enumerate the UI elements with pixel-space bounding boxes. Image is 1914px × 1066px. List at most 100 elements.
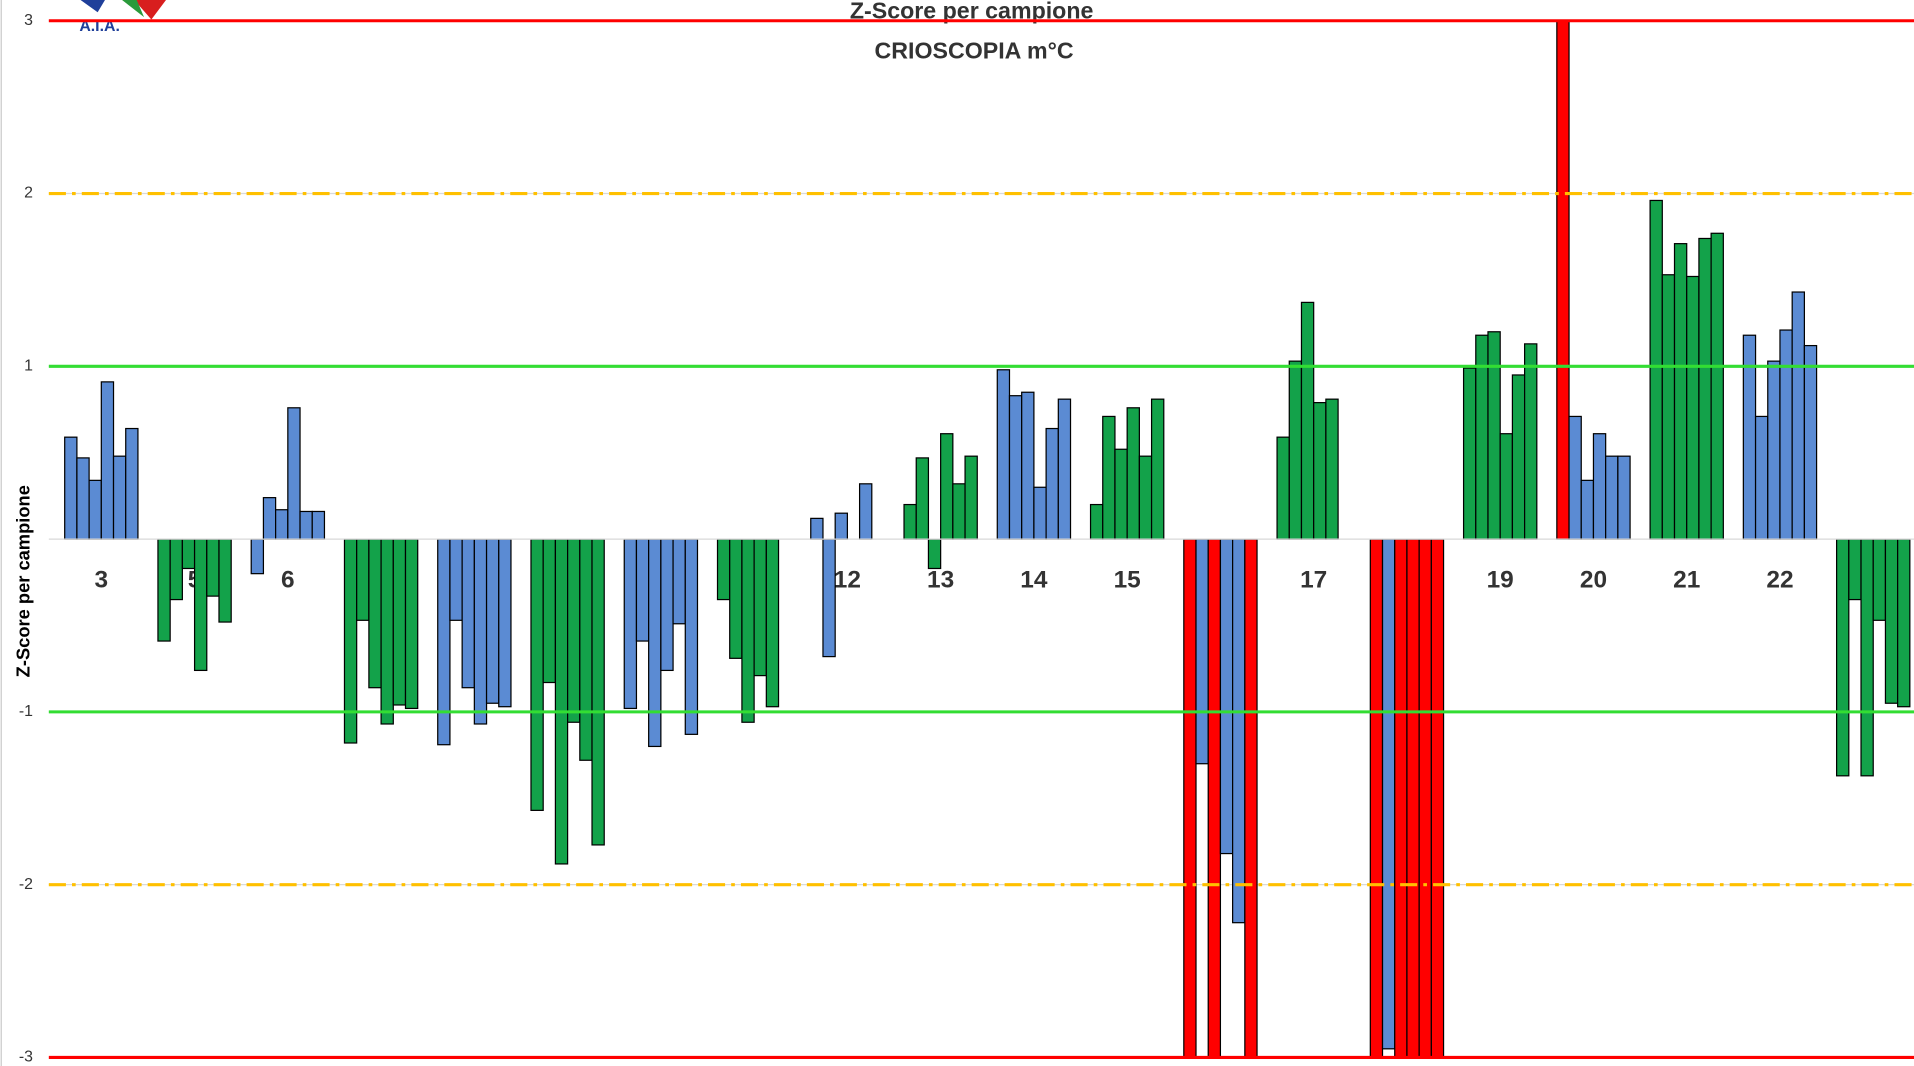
bar bbox=[1661, 274, 1676, 540]
bar bbox=[996, 369, 1011, 540]
bar bbox=[952, 483, 966, 540]
bar bbox=[1430, 538, 1445, 1059]
bar bbox=[903, 503, 917, 540]
bar bbox=[368, 538, 382, 689]
bar bbox=[1045, 427, 1059, 540]
bar bbox=[356, 538, 370, 621]
bar bbox=[1779, 329, 1793, 540]
bar bbox=[1300, 301, 1315, 540]
bar bbox=[1381, 538, 1396, 1050]
bar bbox=[404, 538, 419, 710]
bar bbox=[1617, 455, 1631, 540]
bar bbox=[1673, 243, 1688, 540]
bar bbox=[1884, 538, 1899, 704]
bar bbox=[542, 538, 557, 684]
bar bbox=[530, 538, 544, 811]
bar bbox=[437, 538, 451, 746]
logo-shape bbox=[80, 0, 105, 13]
bar bbox=[157, 538, 171, 642]
bar bbox=[1499, 433, 1514, 540]
bar bbox=[1313, 401, 1327, 540]
bar bbox=[181, 538, 196, 570]
bar bbox=[473, 538, 488, 725]
bar bbox=[1195, 538, 1209, 765]
bar bbox=[1021, 391, 1035, 540]
bar bbox=[1487, 331, 1501, 540]
bar bbox=[112, 455, 127, 540]
bar bbox=[1232, 538, 1246, 924]
x-tick-label: 22 bbox=[1766, 567, 1793, 594]
bar bbox=[392, 538, 407, 706]
bar bbox=[1325, 398, 1339, 540]
x-tick-label: 19 bbox=[1487, 567, 1514, 594]
bar bbox=[262, 497, 277, 540]
bar bbox=[1033, 486, 1047, 540]
bar bbox=[1418, 538, 1432, 1059]
bar bbox=[1754, 415, 1769, 540]
bar bbox=[461, 538, 475, 689]
bar bbox=[927, 538, 942, 570]
bar bbox=[1462, 367, 1477, 540]
bar bbox=[88, 479, 102, 540]
bar bbox=[1568, 415, 1582, 540]
bar bbox=[193, 538, 208, 672]
bar bbox=[1276, 436, 1290, 540]
bar bbox=[554, 538, 569, 865]
bar bbox=[380, 538, 394, 725]
x-tick-label: 20 bbox=[1580, 567, 1607, 594]
bar bbox=[623, 538, 638, 710]
bar bbox=[729, 538, 743, 659]
bar bbox=[1897, 538, 1911, 708]
bar bbox=[275, 509, 289, 540]
bar bbox=[449, 538, 463, 621]
bar bbox=[1605, 455, 1619, 540]
bar bbox=[1511, 374, 1526, 540]
bar bbox=[1523, 343, 1538, 540]
bar bbox=[940, 433, 954, 540]
bar bbox=[648, 538, 662, 748]
bar bbox=[1244, 538, 1258, 1059]
x-tick-label: 3 bbox=[95, 567, 109, 594]
x-tick-label: 13 bbox=[927, 567, 954, 594]
x-tick-label: 21 bbox=[1673, 567, 1700, 594]
bar bbox=[684, 538, 699, 735]
bar bbox=[1556, 20, 1570, 540]
bar bbox=[100, 381, 115, 540]
bar bbox=[287, 407, 301, 540]
bar bbox=[1102, 415, 1116, 540]
bar bbox=[1207, 538, 1222, 1059]
bar bbox=[1089, 503, 1104, 540]
y-tick-label: 3 bbox=[24, 12, 33, 29]
x-tick-label: 14 bbox=[1020, 567, 1048, 594]
bar bbox=[206, 538, 220, 597]
bar bbox=[1791, 291, 1805, 540]
bar bbox=[1369, 538, 1384, 1059]
bar bbox=[1686, 275, 1700, 540]
bar bbox=[125, 427, 139, 540]
y-tick-label: -1 bbox=[19, 703, 33, 720]
bar bbox=[765, 538, 780, 708]
bar bbox=[716, 538, 731, 601]
y-axis-label: Z-Score per campione bbox=[12, 485, 33, 677]
bar bbox=[858, 483, 873, 540]
bar bbox=[250, 538, 265, 575]
x-tick-label: 6 bbox=[281, 567, 295, 594]
bar bbox=[822, 538, 836, 658]
bar bbox=[311, 510, 326, 540]
bar bbox=[299, 510, 313, 540]
bar bbox=[566, 538, 581, 723]
bar bbox=[1008, 395, 1023, 540]
bar bbox=[169, 538, 183, 601]
bar bbox=[834, 512, 848, 540]
y-tick-label: 2 bbox=[24, 185, 33, 202]
bar bbox=[218, 538, 232, 623]
bar bbox=[1592, 433, 1607, 540]
bar bbox=[915, 457, 930, 540]
chart-subtitle: CRIOSCOPIA m°C bbox=[875, 38, 1074, 64]
bar bbox=[1406, 538, 1420, 1059]
bar bbox=[1138, 455, 1153, 540]
logo-shape bbox=[134, 0, 167, 20]
bar bbox=[485, 538, 500, 704]
bar bbox=[1649, 199, 1663, 540]
